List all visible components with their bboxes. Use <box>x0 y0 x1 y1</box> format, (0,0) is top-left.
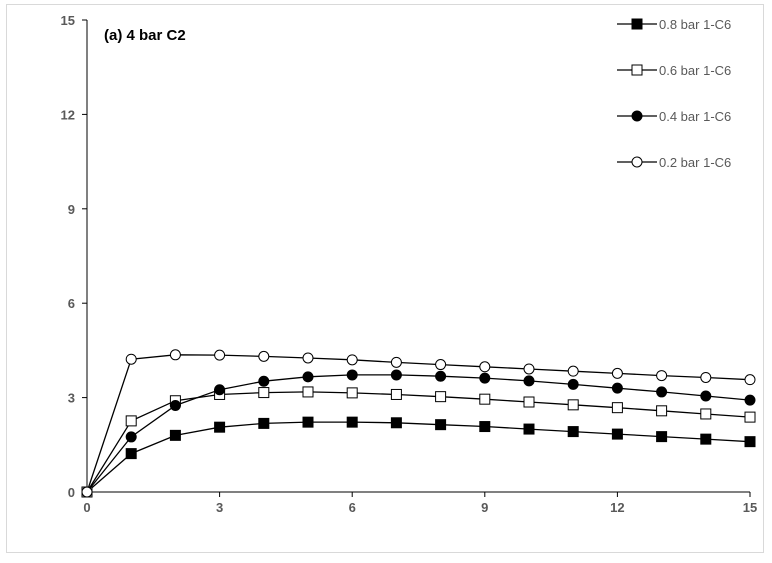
data-point <box>169 349 181 361</box>
legend: 0.8 bar 1-C6 0.6 bar 1-C6 0.4 bar 1-C6 0.2 … <box>617 17 731 170</box>
chart-frame <box>6 4 764 553</box>
data-point <box>479 393 491 405</box>
data-point <box>390 369 402 381</box>
data-point <box>567 426 579 438</box>
series-4 <box>81 349 756 498</box>
data-point <box>302 352 314 364</box>
data-point <box>656 431 668 443</box>
data-point <box>700 408 712 420</box>
y-tick-label: 6 <box>68 296 75 311</box>
data-point <box>700 371 712 383</box>
data-point <box>479 421 491 433</box>
data-point <box>346 387 358 399</box>
data-point <box>125 353 137 365</box>
legend-item: 0.4 bar 1-C6 <box>617 109 731 124</box>
data-point <box>125 415 137 427</box>
data-point <box>435 391 447 403</box>
x-tick-label: 0 <box>83 500 90 515</box>
series-line <box>86 354 751 493</box>
data-point <box>479 372 491 384</box>
axes: 0 3 6 9 12 15 0 3 6 9 12 15 <box>61 13 758 515</box>
data-point <box>656 405 668 417</box>
y-tick-label: 12 <box>61 107 75 122</box>
y-tick-label: 15 <box>61 13 75 28</box>
legend-label: 0.4 bar 1-C6 <box>659 109 731 124</box>
data-point <box>611 367 623 379</box>
data-point <box>700 390 712 402</box>
data-point <box>567 399 579 411</box>
data-point <box>390 417 402 429</box>
x-tick-label: 12 <box>610 500 624 515</box>
data-point <box>302 416 314 428</box>
legend-label: 0.6 bar 1-C6 <box>659 63 731 78</box>
series-1 <box>81 416 756 498</box>
data-point <box>631 64 643 76</box>
data-point <box>435 419 447 431</box>
x-tick-label: 15 <box>743 500 757 515</box>
data-point <box>656 370 668 382</box>
data-point <box>125 448 137 460</box>
data-point <box>258 417 270 429</box>
data-point <box>744 394 756 406</box>
data-point <box>435 370 447 382</box>
data-point <box>611 428 623 440</box>
x-tick-label: 6 <box>349 500 356 515</box>
data-point <box>523 375 535 387</box>
data-point <box>523 423 535 435</box>
x-tick-label: 9 <box>481 500 488 515</box>
data-point <box>523 396 535 408</box>
data-point <box>302 371 314 383</box>
data-point <box>346 354 358 366</box>
data-point <box>700 433 712 445</box>
y-tick-label: 3 <box>68 391 75 406</box>
series-line <box>86 374 751 493</box>
data-point <box>631 18 643 30</box>
series-3 <box>81 369 756 498</box>
legend-item: 0.6 bar 1-C6 <box>617 63 731 78</box>
data-point <box>258 387 270 399</box>
data-point <box>479 361 491 373</box>
data-point <box>744 411 756 423</box>
data-point <box>390 388 402 400</box>
data-point <box>656 386 668 398</box>
data-point <box>214 384 226 396</box>
data-point <box>631 156 643 168</box>
data-point <box>744 436 756 448</box>
data-point <box>258 350 270 362</box>
data-point <box>258 375 270 387</box>
legend-label: 0.8 bar 1-C6 <box>659 17 731 32</box>
legend-item: 0.2 bar 1-C6 <box>617 155 731 170</box>
data-point <box>169 429 181 441</box>
data-point <box>390 356 402 368</box>
legend-item: 0.8 bar 1-C6 <box>617 17 731 32</box>
chart-title: (a) 4 bar C2 <box>104 27 186 44</box>
data-point <box>125 431 137 443</box>
data-point <box>523 363 535 375</box>
data-point <box>346 416 358 428</box>
data-point <box>611 382 623 394</box>
x-tick-label: 3 <box>216 500 223 515</box>
data-point <box>81 486 93 498</box>
data-point <box>302 386 314 398</box>
data-point <box>346 369 358 381</box>
data-point <box>611 402 623 414</box>
y-tick-label: 9 <box>68 202 75 217</box>
data-point <box>567 365 579 377</box>
series-layer <box>81 349 756 498</box>
data-point <box>214 421 226 433</box>
data-point <box>631 110 643 122</box>
series-line <box>86 421 751 493</box>
data-point <box>169 399 181 411</box>
data-point <box>214 349 226 361</box>
data-point <box>567 378 579 390</box>
data-point <box>435 359 447 371</box>
y-tick-label: 0 <box>68 485 75 500</box>
legend-label: 0.2 bar 1-C6 <box>659 155 731 170</box>
data-point <box>744 374 756 386</box>
series-line <box>86 391 751 493</box>
